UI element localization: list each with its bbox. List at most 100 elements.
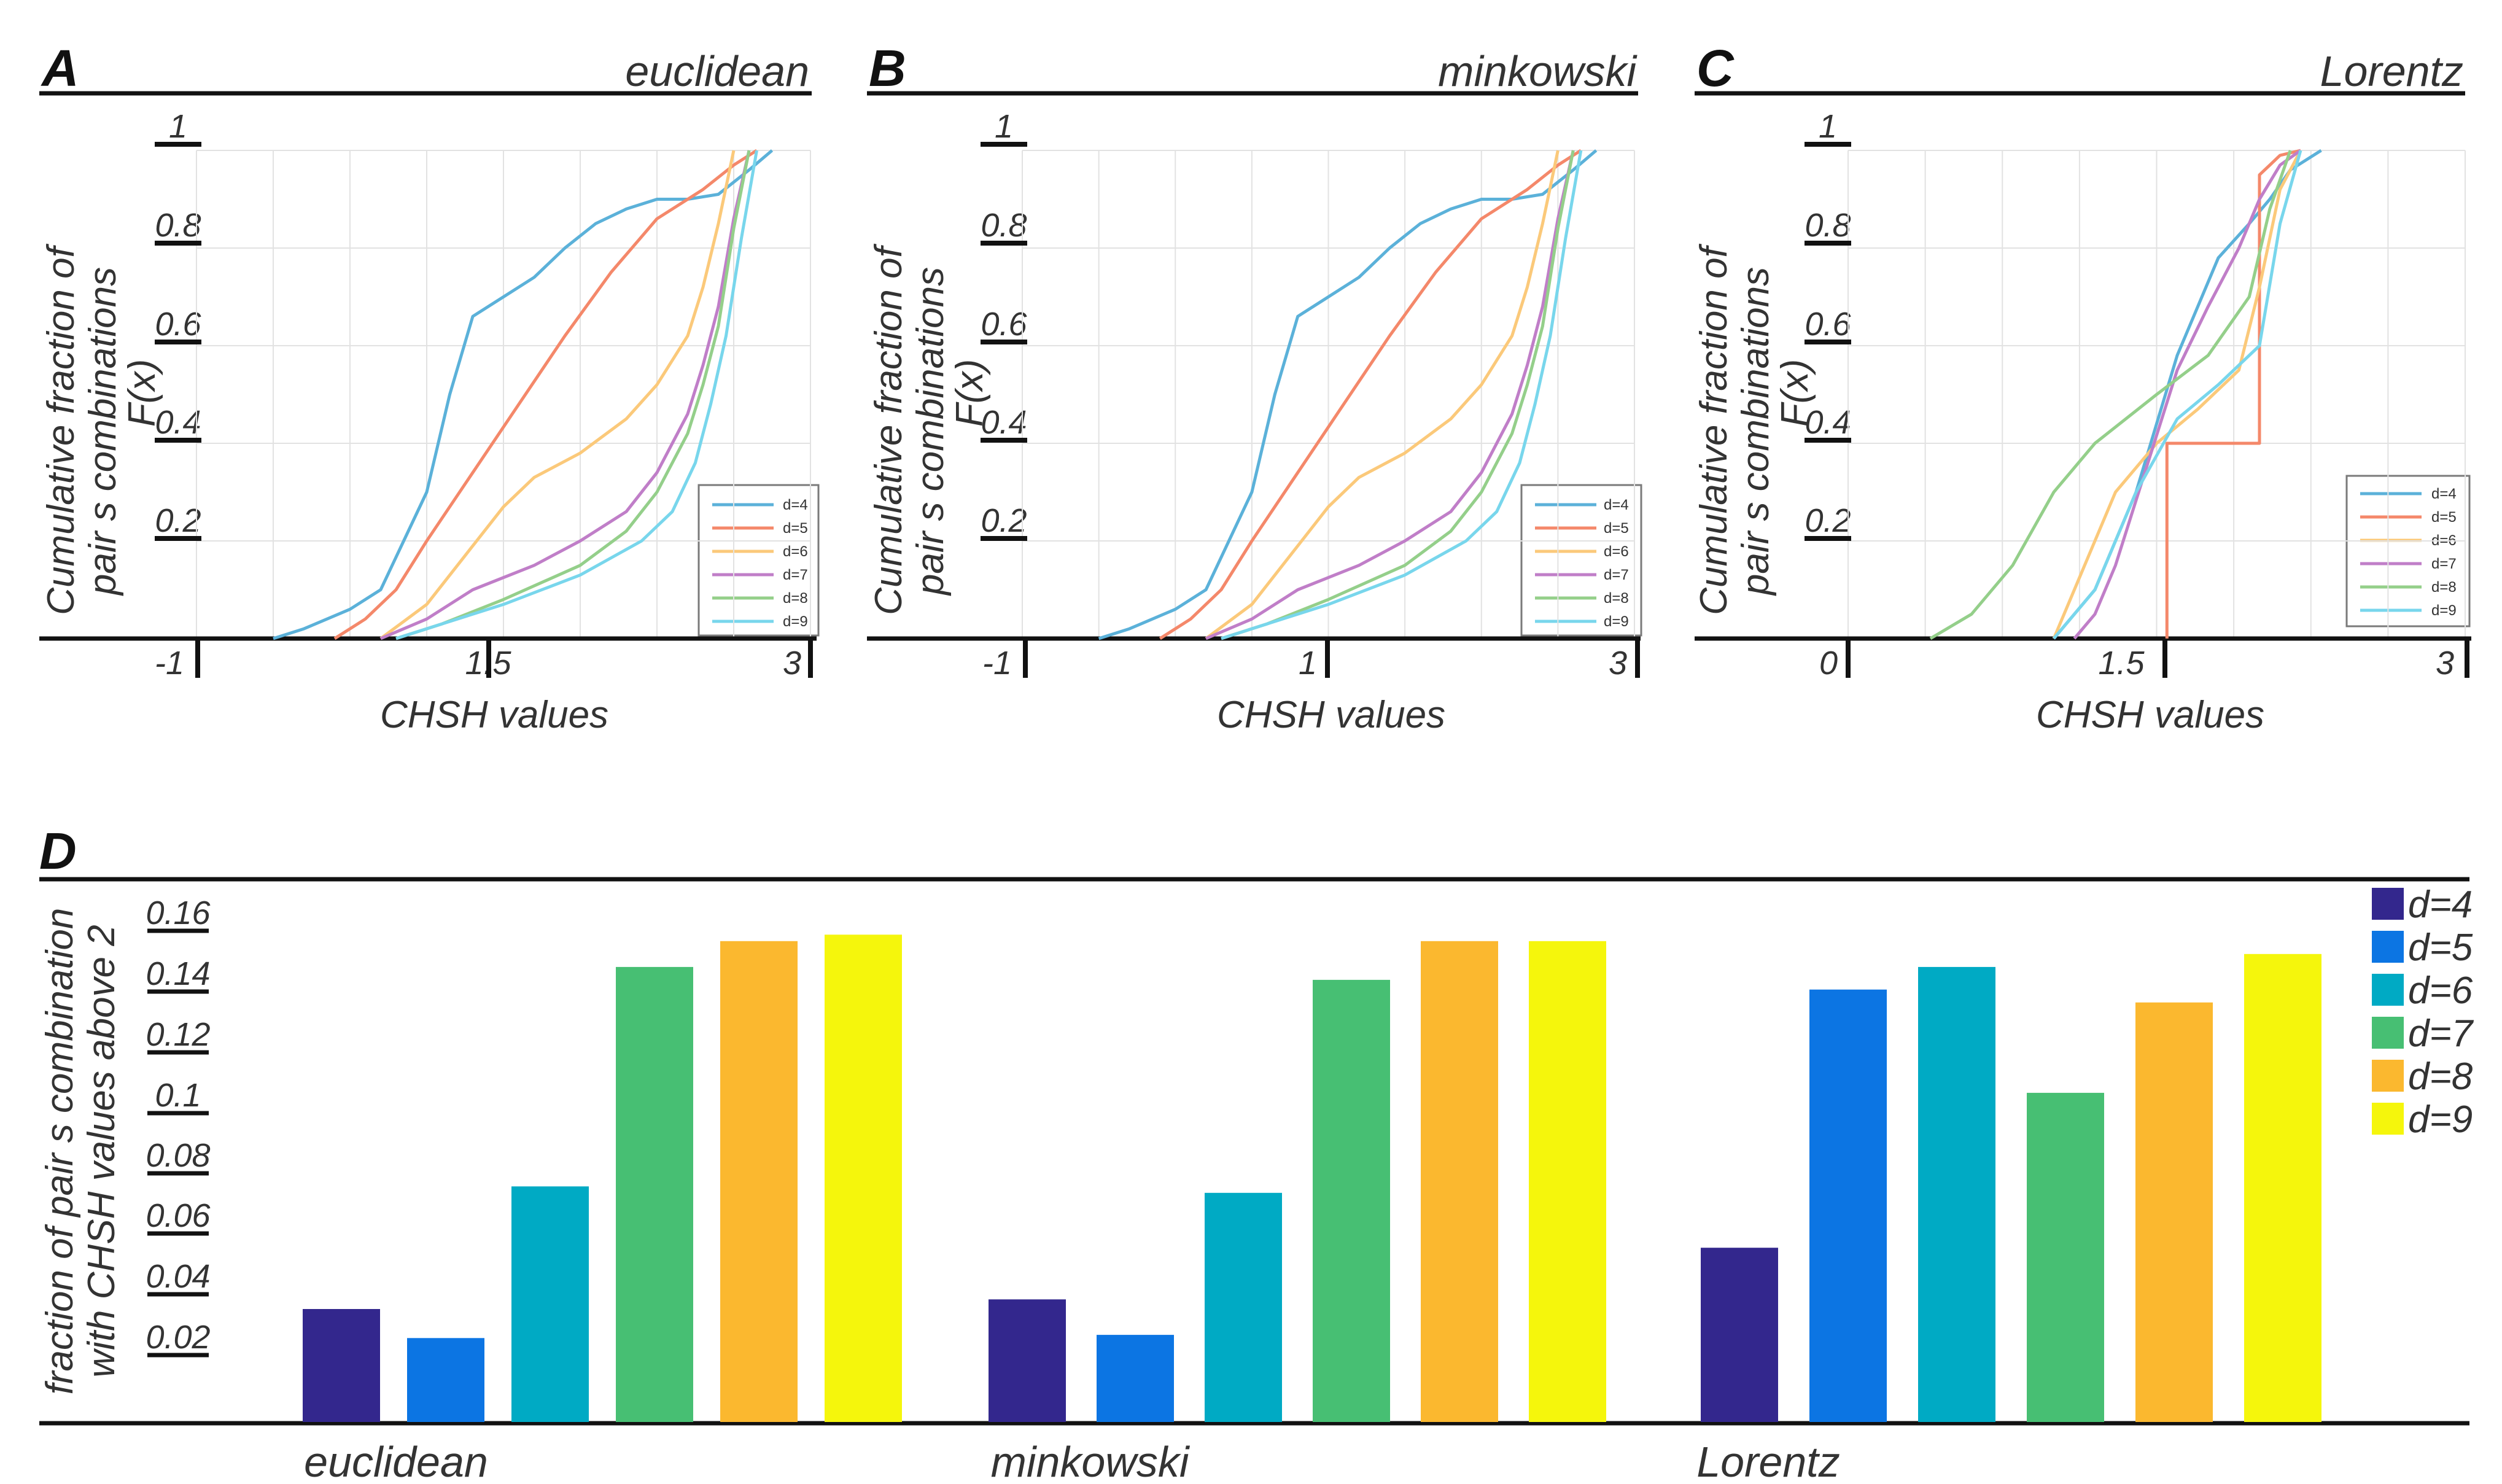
panel-c-xtick-right: 3 <box>2436 645 2454 682</box>
panel-a-ylabel-fx: F(x) <box>121 359 163 427</box>
panel-d-ylabel-line1: fraction of pair s combination <box>39 908 81 1395</box>
panel-b-xtick-right: 3 <box>1609 645 1627 682</box>
panel-d-legend-label-d7: d=7 <box>2408 1012 2474 1055</box>
panel-a-xtick-right: 3 <box>783 645 801 682</box>
panel-c-ylabel-line1: Cumulative fraction of <box>1693 243 1735 615</box>
panel-d-ytick-0.14: 0.14 <box>146 955 210 992</box>
panel-a-ytick-1: 1 <box>169 108 187 145</box>
panel-b-series-d8 <box>1221 150 1575 640</box>
bar-lorentz-d4 <box>1701 1248 1778 1422</box>
panel-c: C Lorentz CHSH values Cumulative fractio… <box>1693 39 2471 736</box>
panel-b-legend: d=4 d=5 d=6 d=7 d=8 d=9 <box>1520 484 1642 637</box>
panel-c-xtick-left: 0 <box>1819 645 1838 682</box>
panel-d-ytick-0.04: 0.04 <box>146 1258 210 1295</box>
bar-minkowski-d8 <box>1421 941 1498 1422</box>
panel-a-ylabel-line2: pair s combinations <box>82 267 124 596</box>
panel-c-ytick-1: 1 <box>1819 108 1837 145</box>
panel-d-ytick-0.06: 0.06 <box>146 1197 211 1234</box>
panel-d-ylabel-line2: with CHSH values above 2 <box>80 925 123 1377</box>
panel-a-title: euclidean <box>625 47 809 95</box>
panel-a-ytick-0.8: 0.8 <box>155 207 201 244</box>
panel-a-legend-box <box>697 484 820 637</box>
bar-lorentz-d7 <box>2027 1092 2104 1422</box>
panel-c-xlabel: CHSH values <box>2036 694 2264 736</box>
panel-b-legend-d7: d=7 <box>1604 567 1629 583</box>
panel-b-ytick-0.6: 0.6 <box>981 306 1027 343</box>
panel-a-legend-d5: d=5 <box>783 520 808 537</box>
bar-lorentz-d6 <box>1918 966 1995 1422</box>
panel-b-ylabel-fx: F(x) <box>949 359 991 427</box>
panel-b-ytick-0.2: 0.2 <box>981 502 1027 539</box>
panel-c-legend-d7: d=7 <box>2431 556 2457 572</box>
panel-b-legend-d9: d=9 <box>1604 613 1629 630</box>
panel-c-series-d5 <box>2165 149 2301 639</box>
panel-d-legend-label-d9: d=9 <box>2408 1098 2473 1141</box>
panel-a-legend-d9: d=9 <box>783 613 808 630</box>
panel-a-xtick-left: -1 <box>155 645 184 682</box>
panel-d-legend-swatch-d9 <box>2372 1103 2404 1135</box>
bar-euclidean-d9 <box>825 934 902 1422</box>
panel-b-series-d5 <box>1159 149 1582 640</box>
panel-a-letter: A <box>41 39 79 97</box>
panel-a-legend-d8: d=8 <box>783 590 808 607</box>
bar-minkowski-d6 <box>1205 1192 1282 1422</box>
panel-d-category-minkowski: minkowski <box>991 1438 1191 1484</box>
panel-b-legend-d4: d=4 <box>1604 497 1629 513</box>
panel-c-ytick-0.6: 0.6 <box>1805 306 1851 343</box>
panel-b-ylabel-line1: Cumulative fraction of <box>868 243 910 615</box>
panel-d-legend-label-d4: d=4 <box>2408 884 2473 926</box>
panel-b-xtick-left: -1 <box>982 645 1012 682</box>
panel-d-ytick-0.12: 0.12 <box>146 1016 210 1053</box>
panel-c-title: Lorentz <box>2320 47 2463 95</box>
panel-d-legend-swatch-d6 <box>2372 974 2404 1006</box>
panel-d-legend-swatch-d4 <box>2372 888 2404 920</box>
panel-d-category-lorentz: Lorentz <box>1696 1438 1840 1484</box>
panel-d: D fraction of pair s combination with CH… <box>39 822 2474 1484</box>
panel-c-legend-d8: d=8 <box>2431 579 2457 596</box>
panel-b-series-d4 <box>1098 149 1598 640</box>
panel-b-series-d6 <box>1205 150 1560 640</box>
panel-b-series-d9 <box>1221 150 1583 640</box>
panel-b-legend-d5: d=5 <box>1604 520 1629 537</box>
panel-d-ytick-0.02: 0.02 <box>146 1319 210 1356</box>
panel-d-ytick-0.1: 0.1 <box>155 1077 201 1114</box>
panel-a-ylabel-line1: Cumulative fraction of <box>40 243 82 615</box>
bar-minkowski-d7 <box>1313 979 1390 1422</box>
panel-a: A euclidean CHSH values Cumulative fract… <box>39 39 820 736</box>
panel-d-legend-label-d5: d=5 <box>2408 927 2473 969</box>
bar-euclidean-d8 <box>720 941 798 1422</box>
panel-d-legend: d=4d=5d=6d=7d=8d=9 <box>2372 884 2474 1141</box>
bar-euclidean-d7 <box>616 966 693 1422</box>
panel-d-ytick-0.16: 0.16 <box>146 895 211 931</box>
bar-minkowski-d9 <box>1529 941 1606 1422</box>
panel-b-xtick-mid: 1 <box>1299 645 1317 682</box>
panel-c-ytick-0.8: 0.8 <box>1805 207 1851 244</box>
panel-a-legend: d=4 d=5 d=6 d=7 d=8 d=9 <box>697 484 820 637</box>
panel-c-legend: d=4d=5d=6d=7d=8d=9 <box>2345 475 2471 627</box>
panel-d-legend-label-d8: d=8 <box>2408 1055 2473 1098</box>
panel-c-ylabel-line2: pair s combinations <box>1735 267 1777 596</box>
panel-b-title: minkowski <box>1438 47 1638 95</box>
bar-euclidean-d5 <box>407 1338 484 1422</box>
panel-d-category-euclidean: euclidean <box>304 1438 488 1484</box>
panel-c-legend-d5: d=5 <box>2431 509 2457 526</box>
panel-c-ytick-0.4: 0.4 <box>1805 404 1851 441</box>
panel-b-legend-d8: d=8 <box>1604 590 1629 607</box>
panel-d-legend-swatch-d5 <box>2372 931 2404 963</box>
panel-b-legend-d6: d=6 <box>1604 543 1629 560</box>
bar-euclidean-d6 <box>511 1186 589 1422</box>
panel-b-ylabel-line2: pair s combinations <box>909 267 952 596</box>
panel-c-series-d6 <box>2052 149 2302 639</box>
panel-d-legend-swatch-d7 <box>2372 1017 2404 1049</box>
panel-b: B minkowski CHSH values Cumulative fract… <box>867 39 1642 736</box>
panel-a-series-d8 <box>395 150 751 640</box>
panel-c-letter: C <box>1696 39 1735 97</box>
panel-b-ytick-1: 1 <box>995 108 1013 145</box>
panel-b-ytick-0.8: 0.8 <box>981 207 1027 244</box>
panel-c-legend-box <box>2345 475 2471 627</box>
bar-minkowski-d4 <box>989 1299 1066 1422</box>
panel-b-ytick-0.4: 0.4 <box>981 404 1027 441</box>
panel-a-legend-d4: d=4 <box>783 497 808 513</box>
panel-d-legend-swatch-d8 <box>2372 1060 2404 1092</box>
panel-c-xtick-mid: 1.5 <box>2098 645 2145 682</box>
